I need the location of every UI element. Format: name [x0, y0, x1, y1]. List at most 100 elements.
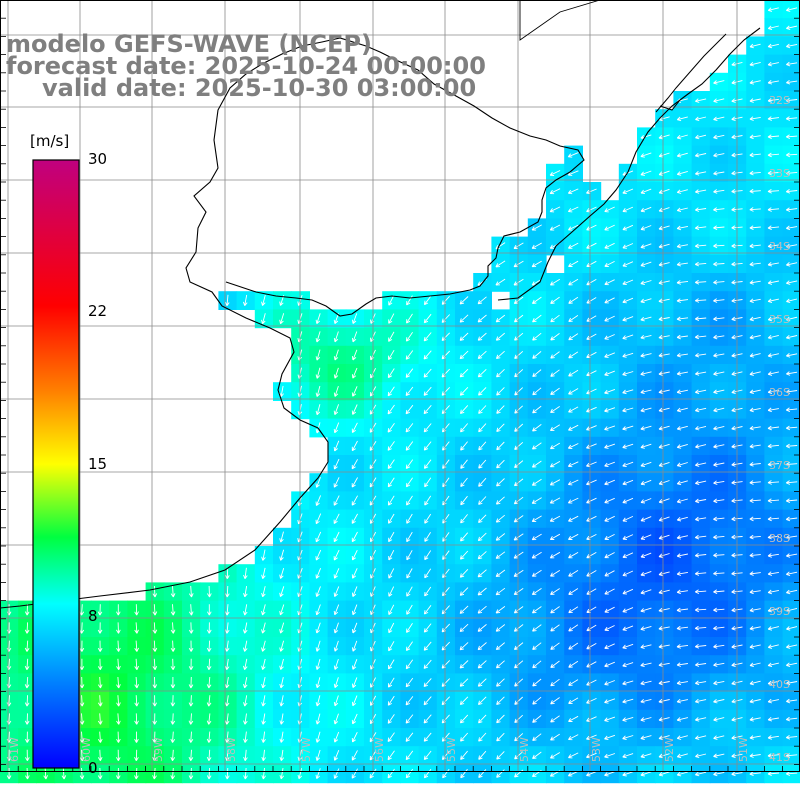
wind-arrow: [477, 605, 487, 614]
wind-arrow: [767, 116, 780, 121]
wind-arrow: [622, 771, 634, 777]
wind-arrow: [767, 698, 779, 704]
wind-arrow: [351, 640, 358, 652]
wind-arrow: [767, 680, 779, 686]
wind-arrow: [388, 513, 395, 524]
wind-arrow: [713, 480, 725, 485]
wind-arrow: [532, 715, 542, 723]
wind-arrow: [640, 371, 652, 376]
wind-arrow: [658, 735, 670, 740]
wind-arrow: [513, 551, 524, 559]
wind-arrow: [767, 98, 779, 103]
wind-arrow: [261, 549, 266, 561]
wind-arrow: [24, 640, 30, 652]
wind-arrow: [315, 658, 321, 670]
wind-arrow: [531, 296, 542, 304]
wind-arrow: [405, 423, 414, 433]
wind-arrow: [477, 642, 487, 651]
wind-arrow: [459, 568, 469, 578]
wind-arrow: [658, 498, 670, 504]
wind-arrow: [477, 532, 487, 542]
wind-arrow: [423, 313, 432, 324]
wind-arrow: [640, 298, 652, 304]
wind-arrow: [351, 604, 358, 616]
wind-arrow: [405, 750, 414, 761]
wind-arrow: [658, 607, 670, 613]
wind-arrow: [767, 480, 780, 485]
wind-arrow: [478, 387, 487, 396]
wind-arrow: [477, 587, 487, 596]
wind-arrow: [243, 604, 248, 616]
wind-arrow: [676, 644, 689, 649]
wind-arrow: [387, 714, 395, 724]
wind-arrow: [568, 315, 579, 323]
wind-arrow: [532, 314, 542, 323]
wind-arrow: [531, 224, 542, 231]
latitude-label: 35S: [769, 313, 790, 326]
wind-arrow: [695, 207, 707, 212]
wind-arrow: [478, 405, 487, 414]
wind-arrow: [749, 371, 761, 376]
wind-arrow: [549, 497, 561, 504]
wind-arrow: [694, 316, 707, 322]
wind-arrow: [188, 676, 194, 689]
wind-arrow: [713, 625, 725, 631]
wind-arrow: [243, 767, 248, 780]
wind-arrow: [695, 498, 707, 504]
wind-arrow: [785, 516, 798, 522]
wind-arrow: [532, 369, 542, 378]
wind-arrow: [622, 588, 634, 595]
wind-arrow: [116, 695, 121, 707]
wind-arrow: [134, 658, 140, 671]
wind-arrow: [713, 462, 725, 467]
wind-arrow: [567, 443, 579, 449]
wind-arrow: [640, 461, 652, 468]
wind-arrow: [640, 280, 652, 285]
wind-arrow: [767, 516, 780, 522]
wind-arrow: [279, 531, 284, 543]
wind-arrow: [405, 350, 414, 360]
wind-arrow: [640, 316, 652, 322]
wind-arrow: [713, 80, 725, 85]
wind-arrow: [97, 731, 103, 743]
wind-arrow: [568, 588, 579, 595]
wind-arrow: [442, 550, 450, 560]
wind-arrow: [333, 385, 339, 397]
wind-arrow: [351, 568, 358, 579]
wind-arrow: [459, 386, 469, 396]
wind-arrow: [423, 641, 432, 651]
wind-arrow: [513, 569, 524, 577]
wind-arrow: [315, 531, 322, 543]
wind-arrow: [513, 260, 524, 268]
wind-arrow: [97, 695, 103, 707]
wind-arrow: [749, 589, 761, 595]
wind-arrow: [713, 735, 725, 740]
wind-arrow: [459, 660, 469, 669]
wind-arrow: [405, 477, 413, 488]
wind-arrow: [604, 588, 615, 595]
wind-arrow: [459, 642, 469, 651]
wind-arrow: [658, 771, 670, 777]
wind-arrow: [405, 696, 414, 706]
wind-vectors: [6, 7, 798, 780]
wind-arrow: [676, 698, 688, 704]
wind-arrow: [749, 443, 761, 449]
wind-arrow: [640, 206, 652, 213]
wind-arrow: [459, 623, 469, 633]
wind-arrow: [713, 261, 725, 267]
wind-arrow: [786, 262, 798, 267]
wind-arrow: [315, 695, 321, 707]
wind-arrow: [786, 571, 798, 577]
wind-arrow: [640, 717, 652, 722]
wind-arrow: [531, 478, 542, 486]
wind-arrow: [713, 425, 725, 431]
wind-arrow: [695, 462, 707, 467]
wind-arrow: [786, 25, 798, 31]
wind-arrow: [459, 405, 469, 415]
wind-arrow: [405, 659, 414, 670]
wind-arrow: [550, 424, 561, 432]
wind-arrow: [604, 515, 615, 522]
wind-arrow: [188, 767, 194, 780]
wind-arrow: [116, 749, 121, 762]
wind-arrow: [369, 768, 377, 779]
